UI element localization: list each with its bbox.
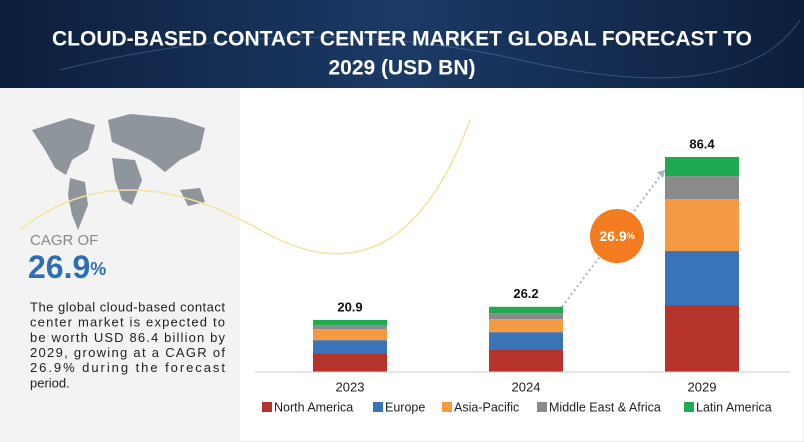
decor-curve: [19, 119, 471, 255]
header: [0, 0, 804, 88]
cagr-label: CAGR OF: [30, 232, 98, 249]
description-line: period.: [30, 375, 70, 390]
bar-segment: [665, 156, 739, 177]
legend-swatch: [262, 402, 272, 412]
legend-label: Europe: [385, 400, 425, 414]
description-line: 26.9% during the forecast: [30, 360, 225, 375]
bar-segment: [313, 340, 387, 354]
description-line: The global cloud-based contact: [30, 299, 225, 314]
bar-segment: [313, 353, 387, 372]
legend-label: Latin America: [696, 400, 772, 414]
legend-swatch: [373, 402, 383, 412]
cagr-number: 26.9: [28, 249, 90, 285]
title-line: CLOUD-BASED CONTACT CENTER MARKET GLOBAL…: [52, 28, 752, 51]
title-line: 2029 (USD BN): [328, 57, 475, 80]
bar-segment: [665, 305, 739, 372]
bar-segment: [489, 349, 563, 372]
bar-segment: [489, 319, 563, 333]
bar-segment: [313, 319, 387, 326]
cagr-unit: %: [90, 259, 106, 279]
x-tick-label: 2024: [512, 379, 541, 394]
bar-segment: [489, 332, 563, 350]
legend-label: Asia-Pacific: [454, 400, 519, 414]
cagr-value: 26.9%: [28, 249, 106, 285]
bar-segment: [665, 199, 739, 252]
bar-segment: [489, 313, 563, 320]
bar-segment: [313, 329, 387, 341]
bar-segment: [313, 325, 387, 330]
header-decor: [59, 19, 801, 79]
total-label: 20.9: [337, 299, 362, 314]
legend-swatch: [684, 402, 694, 412]
x-tick-label: 2029: [688, 379, 717, 394]
world-map: [32, 114, 205, 230]
description-line: 2029, growing at a CAGR of: [30, 345, 225, 360]
legend-swatch: [442, 402, 452, 412]
x-tick-label: 2023: [336, 379, 365, 394]
bar-segment: [665, 176, 739, 200]
arrow-head: [657, 170, 665, 178]
legend-label: Middle East & Africa: [549, 400, 661, 414]
legend-swatch: [537, 402, 547, 412]
bubble-unit: %: [627, 231, 635, 241]
bubble-label: 26.9%: [599, 228, 634, 244]
bubble-number: 26.9: [599, 228, 626, 244]
bar-segment: [665, 251, 739, 306]
legend-label: North America: [274, 400, 353, 414]
total-label: 86.4: [689, 136, 715, 151]
cagr-bubble: [590, 209, 644, 263]
total-label: 26.2: [513, 286, 538, 301]
description-line: be worth USD 86.4 billion by: [30, 330, 226, 345]
description-line: center market is expected to: [30, 315, 225, 330]
bar-segment: [489, 306, 563, 314]
